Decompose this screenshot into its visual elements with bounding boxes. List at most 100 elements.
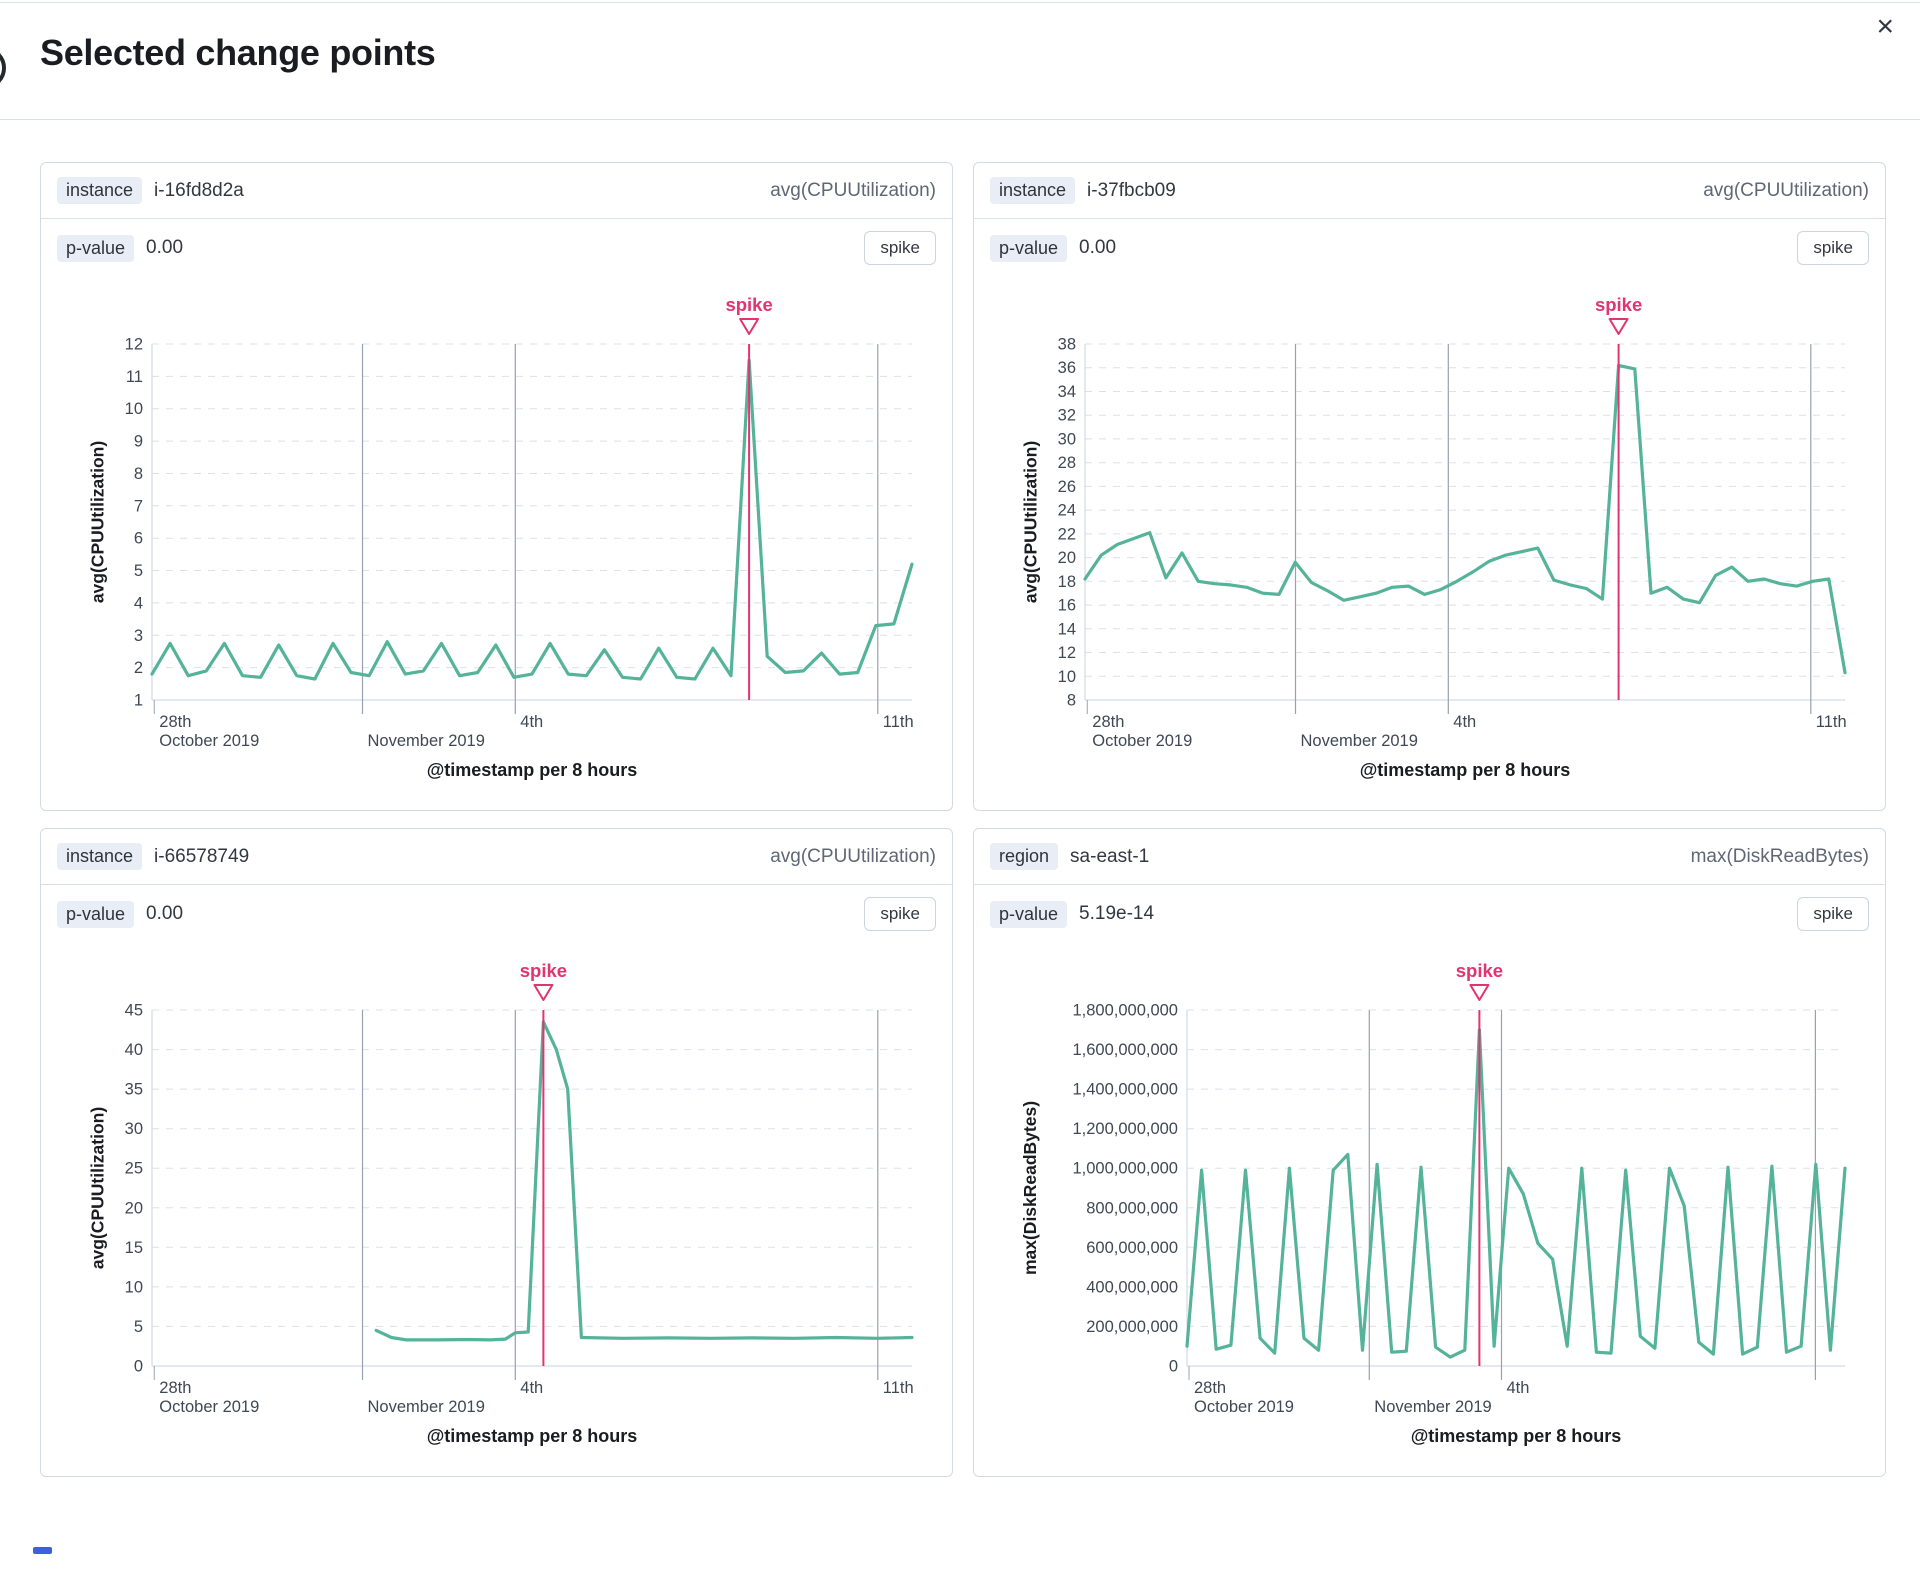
y-tick-label: 10 <box>1058 668 1076 686</box>
spike-annotation-label: spike <box>520 960 567 981</box>
y-tick-label: 30 <box>1058 430 1076 448</box>
chart-container: 1 2 3 4 5 6 7 8 9 10 11 12 28th October 2019 November … <box>41 269 952 787</box>
change-point-chart: 0 200,000,000 400,000,000 600,000,000 800,00… <box>1020 960 1847 1446</box>
y-tick-label: 4 <box>134 594 143 612</box>
x-tick-label: 11th <box>883 1379 914 1397</box>
x-tick-label: 11th <box>1816 713 1847 731</box>
y-tick-label: 34 <box>1058 383 1076 401</box>
y-tick-label: 20 <box>125 1199 143 1217</box>
change-point-chart: 8 10 12 14 16 18 20 22 24 26 28 30 32 34 36 38 28thOctob… <box>1020 294 1847 780</box>
panels-grid: instance i-16fd8d2a avg(CPUUtilization) … <box>40 162 1886 1477</box>
x-tick-label: 4th <box>520 713 543 731</box>
p-value: 0.00 <box>1079 237 1117 258</box>
x-tick-label: October 2019 <box>159 1398 259 1416</box>
split-field-value: i-37fbcb09 <box>1087 179 1176 201</box>
metric-label: avg(CPUUtilization) <box>1703 179 1869 201</box>
y-tick-label: 0 <box>134 1358 143 1376</box>
spike-annotation: spike <box>1595 294 1642 700</box>
p-value: 5.19e-14 <box>1079 903 1155 924</box>
x-tick-label: November 2019 <box>368 732 485 750</box>
y-tick-label: 35 <box>125 1081 143 1099</box>
spike-marker-icon <box>533 984 554 1001</box>
x-axis-title: @timestamp per 8 hours <box>1360 760 1571 780</box>
change-type-button[interactable]: spike <box>1797 231 1869 265</box>
y-tick-label: 6 <box>134 530 143 548</box>
split-field-badge: instance <box>990 177 1076 204</box>
x-axis-title: @timestamp per 8 hours <box>427 1426 638 1446</box>
card-subheader: p-value 0.00 spike <box>41 885 952 935</box>
series-line <box>374 1020 914 1342</box>
x-tick-label: November 2019 <box>1374 1398 1491 1416</box>
y-axis-title: avg(CPUUtilization) <box>87 441 107 603</box>
y-tick-label: 800,000,000 <box>1086 1199 1178 1217</box>
y-tick-label: 26 <box>1058 478 1076 496</box>
y-tick-label: 1,600,000,000 <box>1072 1041 1178 1059</box>
y-axis-title: avg(CPUUtilization) <box>87 1107 107 1269</box>
p-value-badge: p-value <box>990 900 1068 928</box>
spike-marker-icon <box>1469 984 1490 1001</box>
spike-marker-icon <box>1608 318 1629 335</box>
y-tick-label: 16 <box>1058 597 1076 615</box>
y-tick-label: 40 <box>125 1041 143 1059</box>
change-points-modal: Selected change points × instance i-16fd… <box>0 0 1920 1477</box>
y-tick-label: 2 <box>134 659 143 677</box>
change-point-card: instance i-66578749 avg(CPUUtilization) … <box>40 828 953 1477</box>
x-tick-label: 4th <box>1507 1379 1530 1397</box>
y-tick-label: 45 <box>125 1002 143 1020</box>
x-tick-label: November 2019 <box>1301 732 1418 750</box>
y-tick-label: 1 <box>134 692 143 710</box>
x-axis-title: @timestamp per 8 hours <box>427 760 638 780</box>
chart-container: 8 10 12 14 16 18 20 22 24 26 28 30 32 34 36 38 28th Octob… <box>974 269 1885 787</box>
y-tick-label: 36 <box>1058 359 1076 377</box>
metric-label: max(DiskReadBytes) <box>1690 845 1869 867</box>
p-value: 0.00 <box>146 903 184 924</box>
x-tick-label: 28th <box>159 713 191 731</box>
series-line <box>1083 363 1847 675</box>
y-tick-label: 1,400,000,000 <box>1072 1081 1178 1099</box>
spike-annotation-label: spike <box>1595 294 1642 315</box>
close-icon[interactable]: × <box>1872 8 1898 46</box>
y-tick-label: 30 <box>125 1120 143 1138</box>
y-tick-label: 5 <box>134 1318 143 1336</box>
y-tick-label: 1,200,000,000 <box>1072 1120 1178 1138</box>
chart-container: 0 5 10 15 20 25 30 35 40 45 28th October 2019 Novemb… <box>41 935 952 1453</box>
y-tick-label: 7 <box>134 497 143 515</box>
y-tick-label: 11 <box>126 368 143 386</box>
change-type-button[interactable]: spike <box>864 897 936 931</box>
y-tick-label: 12 <box>125 336 143 354</box>
modal-header: Selected change points × <box>0 0 1920 120</box>
card-header: instance i-16fd8d2a avg(CPUUtilization) <box>41 163 952 219</box>
card-header: instance i-37fbcb09 avg(CPUUtilization) <box>974 163 1885 219</box>
change-type-button[interactable]: spike <box>864 231 936 265</box>
split-field-value: i-16fd8d2a <box>154 179 244 201</box>
page-title: Selected change points <box>40 32 436 73</box>
x-tick-label: October 2019 <box>1194 1398 1294 1416</box>
x-tick-label: 28th <box>1194 1379 1226 1397</box>
y-tick-label: 18 <box>1058 573 1076 591</box>
split-field-value: i-66578749 <box>154 845 250 867</box>
y-tick-label: 28 <box>1058 454 1076 472</box>
x-tick-label: October 2019 <box>159 732 259 750</box>
metric-label: avg(CPUUtilization) <box>770 179 936 201</box>
p-value-badge: p-value <box>57 900 135 928</box>
y-tick-label: 8 <box>134 465 143 483</box>
card-header: region sa-east-1 max(DiskReadBytes) <box>974 829 1885 885</box>
y-tick-label: 400,000,000 <box>1086 1278 1178 1296</box>
y-tick-label: 22 <box>1058 525 1076 543</box>
y-tick-label: 14 <box>1058 620 1076 638</box>
change-point-card: instance i-37fbcb09 avg(CPUUtilization) … <box>973 162 1886 811</box>
x-tick-label: 4th <box>520 1379 543 1397</box>
spike-annotation: spike <box>1456 960 1503 1366</box>
split-field-badge: region <box>990 843 1059 870</box>
change-type-button[interactable]: spike <box>1797 897 1869 931</box>
y-tick-label: 3 <box>134 627 143 645</box>
spike-annotation: spike <box>520 960 567 1366</box>
y-tick-label: 38 <box>1058 336 1076 354</box>
y-tick-label: 10 <box>125 400 143 418</box>
spike-annotation: spike <box>725 294 773 700</box>
spike-annotation-label: spike <box>1456 960 1503 981</box>
y-tick-label: 8 <box>1067 692 1076 710</box>
split-field-badge: instance <box>57 843 143 870</box>
